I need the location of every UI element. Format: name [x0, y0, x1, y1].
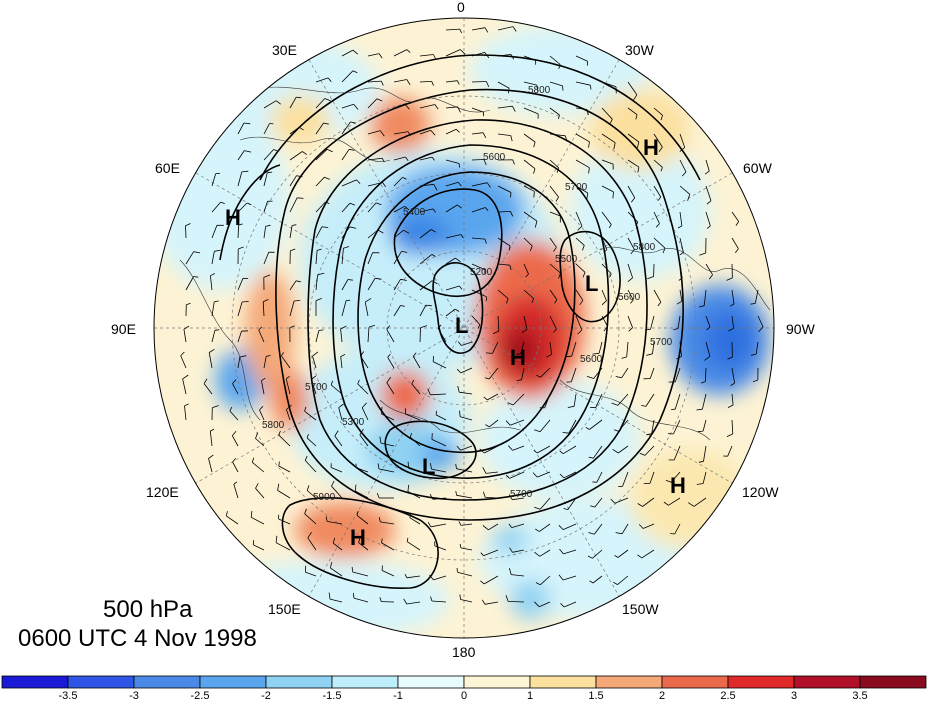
contour-label: 5800: [633, 242, 656, 253]
lon-label-30w: 30W: [625, 42, 655, 58]
wind-barb-feather: [457, 568, 458, 572]
colorbar-swatch: [794, 676, 860, 688]
contour-label: 5700: [305, 382, 328, 393]
lon-label-60w: 60W: [743, 160, 773, 176]
lon-label-90e: 90E: [111, 321, 136, 337]
wind-barb-feather: [433, 356, 434, 362]
colorbar-tick-label: 3: [791, 690, 797, 702]
contour-label: 5800: [262, 420, 285, 431]
low-center: L: [455, 313, 468, 338]
high-center: H: [225, 205, 241, 230]
colorbar-tick-label: -2.5: [191, 690, 210, 702]
colorbar: -3.5 -3 -2.5 -2 -1.5 -1 0 1 1.5 2 2.5 3 3.5: [2, 676, 926, 702]
wind-barb-feather: [566, 356, 572, 357]
low-center: L: [422, 454, 435, 479]
contour-label: 5700: [510, 489, 533, 500]
colorbar-swatch: [530, 676, 596, 688]
wind-barb-feather: [408, 462, 409, 469]
colorbar-swatch: [662, 676, 728, 688]
contour-label: 5600: [618, 292, 641, 303]
high-center: H: [350, 525, 366, 550]
colorbar-swatch: [332, 676, 398, 688]
wind-barb: [472, 82, 486, 83]
low-center: L: [585, 271, 598, 296]
wind-barb-feather: [670, 534, 675, 535]
lon-label-90w: 90W: [786, 321, 816, 337]
lon-label-120e: 120E: [146, 484, 179, 500]
wind-barb-feather: [353, 593, 354, 598]
colorbar-swatch: [68, 676, 134, 688]
wind-barb-feather: [511, 193, 512, 198]
colorbar-tick-label: -3.5: [59, 690, 78, 702]
colorbar-swatch: [596, 676, 662, 688]
colorbar-tick-label: 2.5: [720, 690, 735, 702]
colorbar-swatch: [200, 676, 266, 688]
contour-label: 5700: [650, 337, 673, 348]
colorbar-swatch: [398, 676, 464, 688]
colorbar-tick-label: 2: [659, 690, 665, 702]
contour-label: 5600: [580, 354, 603, 365]
contour-label: 5300: [342, 417, 365, 428]
lon-label-30e: 30E: [272, 42, 297, 58]
time-caption: 0600 UTC 4 Nov 1998: [18, 625, 257, 652]
colorbar-tick-label: 3.5: [852, 690, 867, 702]
lon-label-180: 180: [452, 644, 476, 660]
contour-label: 5400: [403, 207, 426, 218]
colorbar-swatch: [464, 676, 530, 688]
wind-barb: [186, 226, 187, 238]
contour-label: 5900: [313, 492, 336, 503]
high-center: H: [510, 345, 526, 370]
contour-label: 5700: [565, 182, 588, 193]
colorbar-swatch: [266, 676, 332, 688]
lon-label-120w: 120W: [742, 484, 779, 500]
lon-label-150w: 150W: [622, 601, 659, 617]
contour-label: 5800: [528, 85, 551, 96]
colorbar-tick-label: -1.5: [323, 690, 342, 702]
high-center: H: [670, 473, 686, 498]
wind-barb: [420, 328, 421, 342]
contour-label: 5500: [555, 254, 578, 265]
colorbar-tick-label: 0: [461, 690, 467, 702]
colorbar-tick-label: -2: [261, 690, 271, 702]
lon-label-60e: 60E: [155, 160, 180, 176]
wind-barb-feather: [486, 353, 493, 354]
lon-label-0: 0: [457, 0, 465, 15]
colorbar-swatch: [134, 676, 200, 688]
colorbar-tick-label: -1: [393, 690, 403, 702]
colorbar-swatch: [860, 676, 926, 688]
contour-label: 5600: [483, 152, 506, 163]
colorbar-swatch: [728, 676, 794, 688]
contour-label: 5200: [470, 267, 493, 278]
wind-barb-feather: [459, 164, 460, 168]
colorbar-tick-label: 1.5: [588, 690, 603, 702]
colorbar-swatch: [2, 676, 68, 688]
lon-label-150e: 150E: [268, 601, 301, 617]
high-center: H: [643, 135, 659, 160]
colorbar-tick-label: 1: [527, 690, 533, 702]
colorbar-tick-label: -3: [129, 690, 139, 702]
level-caption: 500 hPa: [103, 596, 193, 623]
